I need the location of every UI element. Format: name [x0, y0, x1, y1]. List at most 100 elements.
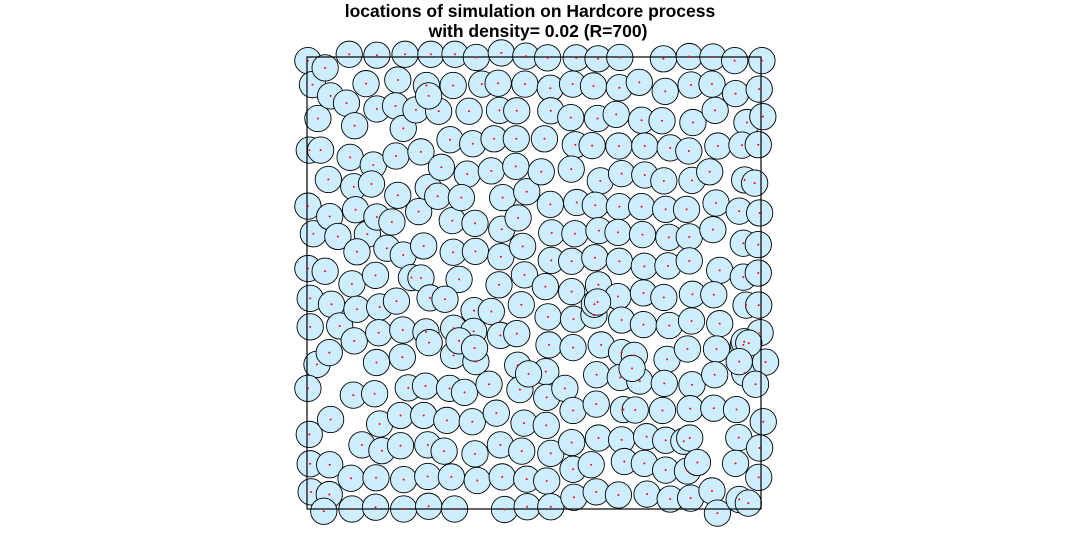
- point-105: [443, 450, 446, 453]
- point-201: [595, 403, 598, 406]
- point-58: [374, 506, 377, 509]
- point-254: [691, 121, 694, 124]
- point-313: [758, 446, 761, 449]
- point-230: [633, 354, 636, 357]
- point-45: [375, 107, 378, 110]
- observation-window: [306, 56, 762, 510]
- point-39: [352, 394, 355, 397]
- point-134: [488, 383, 491, 386]
- point-268: [711, 56, 714, 58]
- point-101: [452, 327, 455, 330]
- point-227: [643, 265, 646, 268]
- point-173: [575, 56, 578, 59]
- point-271: [716, 145, 719, 148]
- point-5: [312, 232, 315, 235]
- point-23: [328, 351, 331, 354]
- point-235: [646, 493, 649, 496]
- point-318: [527, 372, 530, 375]
- point-84: [429, 296, 432, 299]
- point-12: [309, 462, 312, 465]
- point-309: [759, 331, 762, 334]
- point-82: [422, 244, 425, 247]
- point-253: [690, 84, 693, 87]
- point-62: [402, 127, 405, 130]
- point-178: [575, 201, 578, 204]
- point-288: [740, 144, 743, 147]
- point-170: [549, 452, 552, 455]
- point-182: [572, 318, 575, 321]
- point-25: [328, 463, 331, 466]
- point-217: [622, 408, 625, 411]
- point-155: [526, 505, 529, 508]
- point-267: [689, 497, 692, 500]
- point-64: [396, 194, 399, 197]
- point-183: [572, 346, 575, 349]
- point-284: [716, 512, 719, 515]
- point-93: [437, 110, 440, 113]
- point-221: [638, 81, 641, 84]
- point-75: [402, 508, 405, 510]
- point-44: [365, 82, 368, 85]
- point-225: [640, 205, 643, 208]
- point-200: [595, 373, 598, 376]
- point-316: [593, 303, 596, 306]
- point-285: [733, 59, 736, 62]
- point-174: [571, 83, 574, 86]
- point-209: [620, 172, 623, 175]
- point-169: [545, 424, 548, 427]
- point-274: [711, 228, 714, 231]
- point-297: [737, 436, 740, 439]
- point-187: [572, 468, 575, 471]
- point-167: [544, 370, 547, 373]
- point-74: [402, 478, 405, 481]
- point-266: [686, 470, 689, 473]
- point-281: [688, 437, 691, 440]
- point-40: [360, 443, 363, 446]
- point-112: [466, 173, 469, 176]
- point-89: [426, 475, 429, 478]
- point-293: [745, 304, 748, 307]
- point-106: [450, 475, 453, 478]
- point-117: [472, 330, 475, 333]
- point-296: [735, 408, 738, 411]
- point-291: [742, 242, 745, 245]
- point-289: [743, 178, 746, 181]
- point-324: [428, 341, 431, 344]
- simulated-points: [306, 51, 767, 515]
- point-148: [520, 303, 523, 306]
- point-159: [543, 137, 546, 140]
- point-205: [618, 56, 621, 59]
- point-132: [490, 310, 493, 313]
- point-38: [353, 339, 356, 342]
- point-59: [404, 53, 407, 56]
- point-262: [686, 347, 689, 350]
- point-189: [597, 57, 600, 60]
- point-35: [355, 250, 358, 253]
- point-299: [738, 498, 741, 501]
- point-177: [570, 168, 573, 171]
- point-14: [324, 66, 327, 69]
- point-0: [306, 59, 309, 62]
- point-122: [476, 479, 479, 482]
- point-83: [419, 277, 422, 280]
- point-290: [738, 210, 741, 213]
- point-214: [620, 319, 623, 322]
- point-193: [599, 179, 602, 182]
- point-240: [662, 179, 665, 182]
- point-151: [518, 388, 521, 391]
- point-146: [521, 245, 524, 248]
- point-65: [390, 220, 393, 223]
- point-276: [712, 293, 715, 296]
- point-263: [690, 383, 693, 386]
- point-99: [458, 278, 461, 281]
- point-196: [593, 256, 596, 259]
- point-207: [615, 113, 618, 116]
- point-98: [452, 251, 455, 254]
- point-33: [354, 208, 357, 211]
- point-239: [669, 146, 672, 149]
- point-320: [747, 342, 750, 345]
- point-52: [377, 331, 380, 334]
- point-272: [708, 170, 711, 173]
- point-211: [616, 231, 619, 234]
- point-165: [547, 315, 550, 318]
